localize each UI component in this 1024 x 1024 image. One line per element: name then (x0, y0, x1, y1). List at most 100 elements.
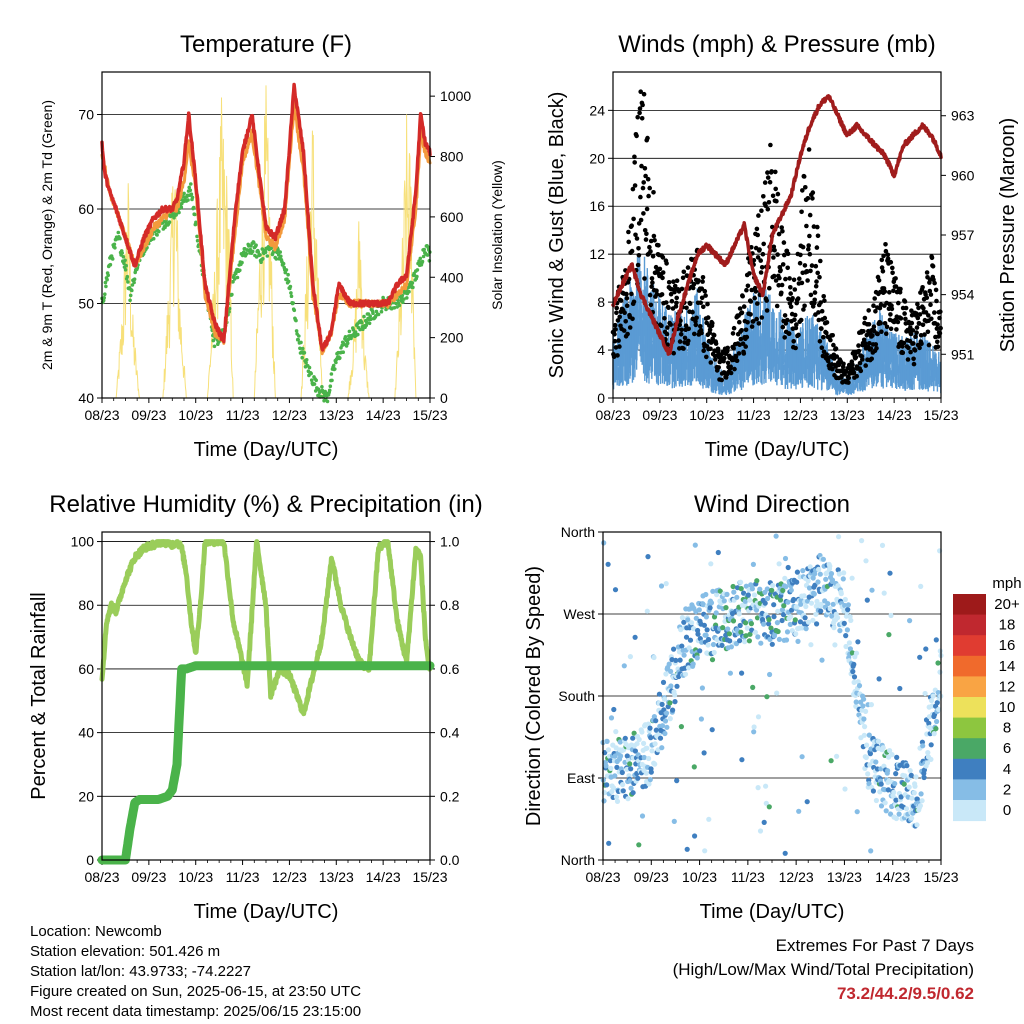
dewpoint-point (402, 297, 406, 301)
wind-direction-point (934, 700, 940, 706)
dewpoint-point (300, 355, 305, 360)
gust-point (690, 309, 695, 315)
wind-direction-point (641, 740, 647, 747)
wind-direction-point (907, 768, 913, 774)
gust-point (858, 368, 864, 374)
dewpoint-point (371, 311, 375, 316)
gust-point (648, 249, 653, 254)
gust-point (716, 349, 721, 355)
wind-direction-point (726, 631, 733, 637)
wind-direction-point (720, 625, 726, 631)
wind-direction-point (896, 811, 902, 817)
wind-direction-point (647, 777, 653, 783)
gust-point (876, 278, 882, 283)
gust-point (793, 325, 799, 331)
dewpoint-point (329, 372, 334, 376)
wind-direction-point (627, 761, 633, 767)
wind-direction-point (721, 598, 727, 604)
wind-direction-point (832, 642, 838, 648)
dewpoint-point (174, 213, 178, 217)
dewpoint-point (314, 378, 319, 383)
gust-point (851, 366, 856, 372)
dewpoint-point (126, 280, 130, 284)
x-axis-label-1: Time (Day/UTC) (705, 439, 850, 461)
gust-point (612, 338, 618, 344)
wind-direction-point (815, 579, 821, 585)
gust-point (657, 266, 663, 272)
gust-point (896, 300, 901, 306)
gust-point (935, 344, 941, 350)
gust-point (884, 331, 889, 337)
wind-direction-point (863, 708, 869, 715)
wind-direction-point (935, 660, 941, 666)
figure-created: Figure created on Sun, 2025-06-15, at 23… (30, 983, 362, 1000)
legend-swatch (953, 676, 986, 698)
gust-point (678, 318, 683, 324)
wind-direction-point (704, 627, 710, 633)
x-tick-label-2: 14/23 (366, 869, 401, 885)
wind-direction-point (763, 783, 769, 789)
gust-point (871, 324, 877, 330)
wind-direction-point (829, 613, 835, 619)
dewpoint-point (235, 275, 240, 280)
wind-direction-point (882, 800, 888, 806)
wind-direction-point (873, 797, 880, 804)
gust-point (617, 314, 622, 320)
gust-point (773, 169, 778, 175)
gust-point (660, 255, 666, 260)
gust-point (917, 345, 922, 351)
wind-direction-point (671, 818, 677, 825)
x-tick-label-3: 11/23 (731, 869, 765, 885)
dewpoint-point (401, 300, 405, 305)
gust-point (908, 331, 914, 337)
wind-direction-point (725, 626, 731, 632)
wind-direction-point (764, 586, 770, 592)
gust-point (810, 190, 816, 195)
dewpoint-point (230, 292, 234, 297)
wind-direction-point (627, 778, 633, 784)
wind-direction-point (653, 727, 660, 733)
y-tick-label-3: South (558, 688, 595, 704)
dewpoint-point (425, 253, 430, 257)
wind-direction-point (613, 729, 619, 735)
wind-direction-point (825, 601, 831, 607)
wind-direction-point (918, 791, 924, 797)
gust-point (863, 341, 868, 346)
dewpoint-point (104, 284, 108, 289)
wind-direction-point (755, 634, 761, 640)
y2-tick-label-0: 400 (440, 269, 464, 285)
gust-point (818, 300, 823, 305)
gust-point (802, 303, 807, 309)
wind-direction-point (810, 575, 816, 581)
gust-point (656, 243, 661, 248)
wind-direction-point (667, 700, 673, 706)
dewpoint-point (283, 270, 288, 275)
gust-point (694, 315, 699, 321)
gust-point (898, 316, 904, 321)
plot-border-2 (101, 531, 431, 861)
gust-point (647, 292, 653, 298)
wind-direction-point (783, 637, 790, 643)
gust-point (853, 355, 859, 360)
x-tick-label-1: 08/23 (595, 407, 630, 423)
gust-point (663, 300, 669, 305)
wind-direction-point (747, 597, 753, 603)
wind-direction-point (892, 781, 898, 787)
wind-direction-point (780, 587, 786, 594)
y-tick-label-2: 0 (86, 852, 94, 868)
gust-point (677, 322, 682, 328)
wind-direction-point (611, 706, 617, 713)
gust-point (906, 345, 911, 351)
dewpoint-point (167, 220, 172, 224)
wind-direction-point (652, 741, 658, 747)
gust-point (665, 325, 670, 330)
gust-point (633, 232, 638, 238)
dewpoint-point (294, 329, 299, 333)
x-tick-label-1: 15/23 (923, 407, 958, 423)
dewpoint-point (312, 382, 317, 386)
wind-direction-point (618, 753, 624, 759)
gust-point (860, 357, 865, 362)
wind-direction-point (622, 735, 628, 741)
gust-point (632, 183, 638, 188)
dewpoint-point (415, 268, 420, 272)
